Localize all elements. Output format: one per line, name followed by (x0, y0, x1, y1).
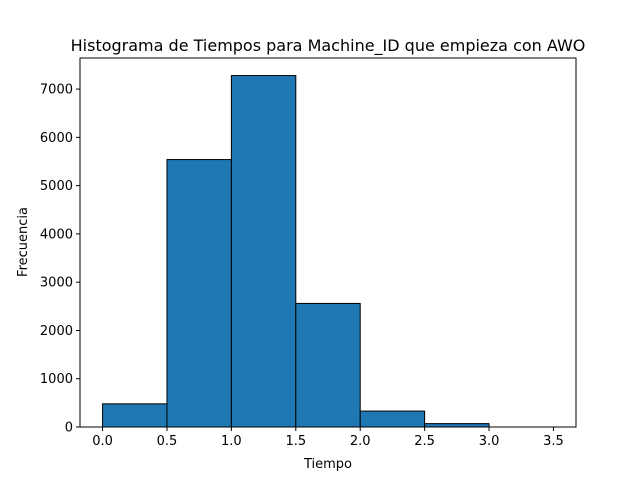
x-tick-label-0: 0.0 (92, 434, 113, 449)
y-tick-label-5: 5000 (40, 179, 73, 194)
x-axis-title: Tiempo (303, 457, 352, 472)
x-tick-label-6: 3.0 (479, 434, 500, 449)
x-tick-label-2: 1.0 (221, 434, 242, 449)
y-axis-title: Frecuencia (16, 207, 31, 277)
x-tick-label-3: 1.5 (285, 434, 306, 449)
x-tick-label-5: 2.5 (414, 434, 435, 449)
bars-group (102, 75, 490, 428)
histogram-bar-5 (424, 423, 490, 428)
y-tick-label-0: 0 (65, 421, 73, 436)
y-tick-label-4: 4000 (40, 227, 73, 242)
y-tick-label-1: 1000 (40, 372, 73, 387)
y-tick-label-6: 6000 (40, 131, 73, 146)
y-tick-label-3: 3000 (40, 276, 73, 291)
histogram-bar-2 (230, 75, 297, 428)
x-axis-ticks: 0.0 0.5 1.0 1.5 2.0 2.5 3.0 3.5 (92, 427, 564, 449)
histogram-bar-4 (359, 410, 426, 428)
x-tick-label-4: 2.0 (350, 434, 371, 449)
chart-title: Histograma de Tiempos para Machine_ID qu… (71, 36, 586, 56)
histogram-bar-1 (166, 159, 232, 428)
plot-frame (79, 57, 577, 428)
histogram-bar-3 (295, 302, 361, 428)
y-tick-label-7: 7000 (40, 83, 73, 98)
histogram-bar-0 (102, 403, 168, 428)
y-tick-label-2: 2000 (40, 324, 73, 339)
x-tick-label-7: 3.5 (543, 434, 564, 449)
x-tick-label-1: 0.5 (157, 434, 178, 449)
y-axis-ticks: 0 1000 2000 3000 4000 5000 6000 7000 (40, 83, 80, 436)
